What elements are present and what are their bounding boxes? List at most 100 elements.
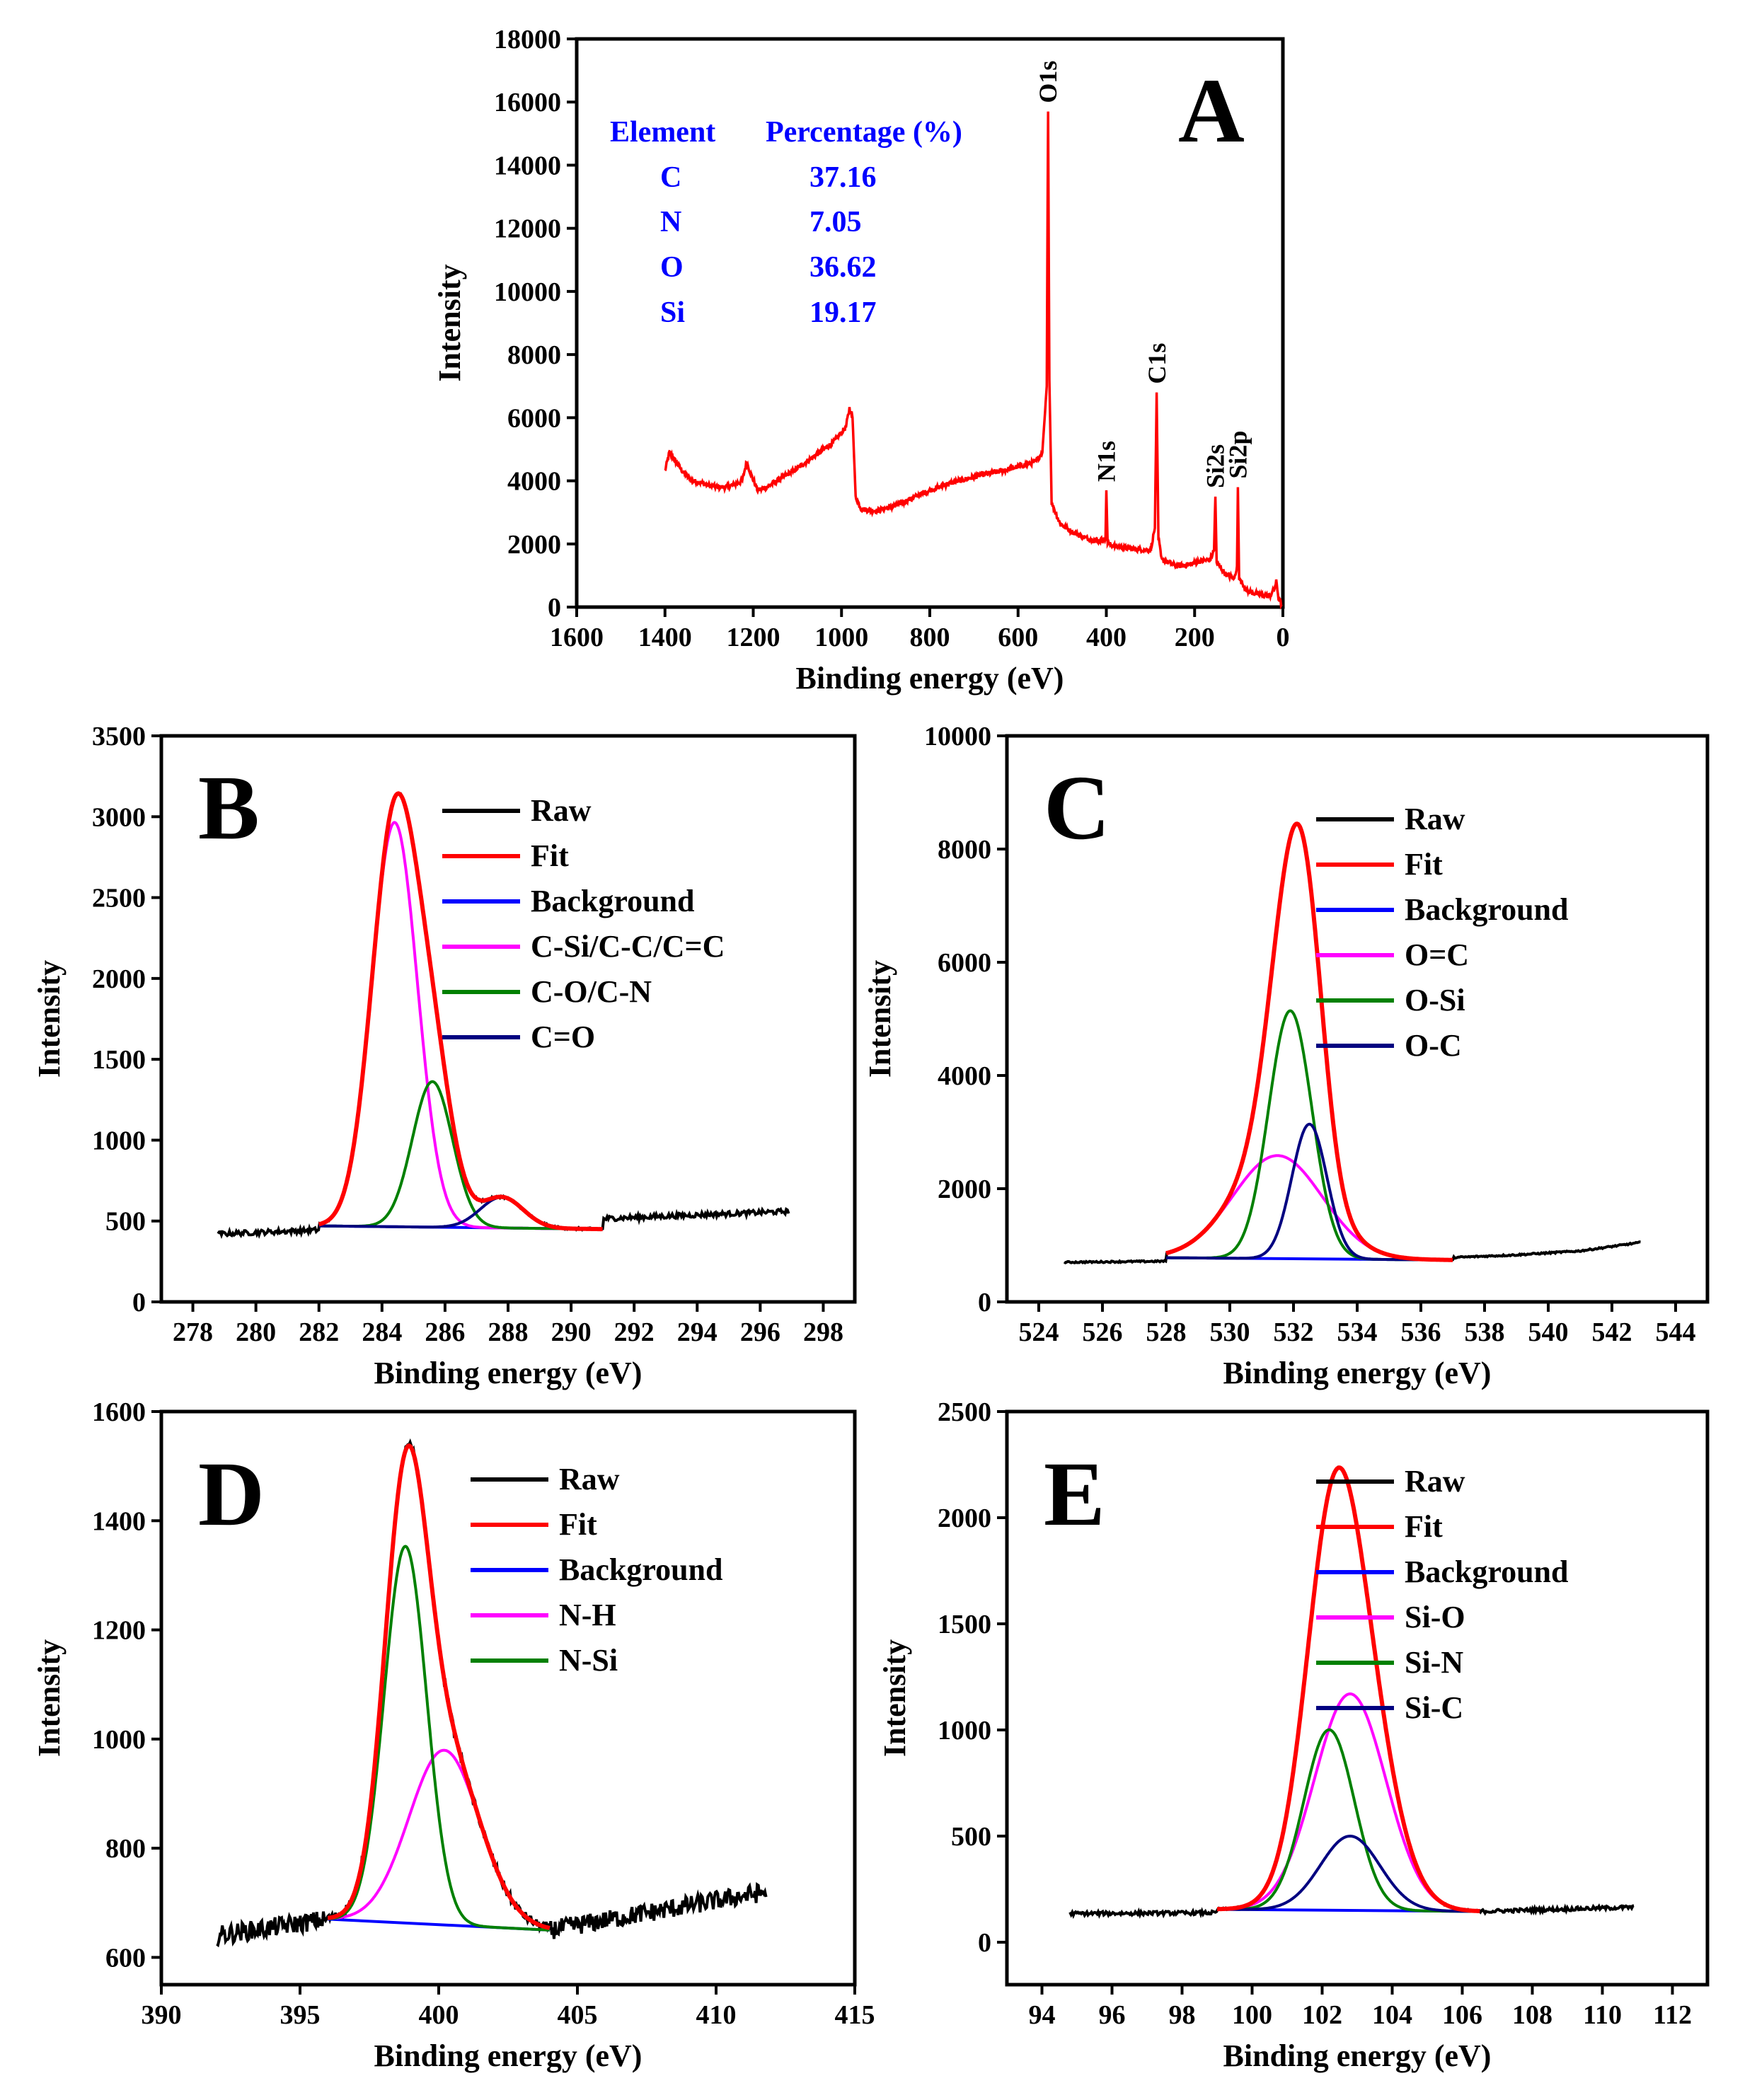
peak-label: C1s xyxy=(1143,343,1171,384)
panel-a-letter: A xyxy=(1178,60,1245,162)
x-tick-label: 400 xyxy=(419,2000,459,2030)
y-tick-label: 12000 xyxy=(494,214,561,244)
table-header-element: Element xyxy=(610,116,715,149)
x-tick-label: 290 xyxy=(551,1317,592,1347)
panel-a-survey: 1600 1400 1200 1000 800 600 400 200 002000400060… xyxy=(432,25,1290,696)
x-tick-label: 410 xyxy=(696,2000,737,2030)
y-tick-label: 14000 xyxy=(494,151,561,180)
element-table: Element Percentage (%) C 37.16 N 7.05 O … xyxy=(610,116,962,329)
x-tick-label: 532 xyxy=(1274,1317,1314,1347)
x-tick-label: 526 xyxy=(1083,1317,1123,1347)
y-tick-label: 18000 xyxy=(494,25,561,54)
y-tick-label: 4000 xyxy=(938,1061,991,1091)
table-header-percentage: Percentage (%) xyxy=(766,116,962,149)
y-axis-label: Intensity xyxy=(877,1639,912,1757)
x-tick-label: 108 xyxy=(1512,2000,1552,2030)
legend-label: Background xyxy=(559,1552,723,1587)
y-tick-label: 2000 xyxy=(938,1175,991,1204)
component-curve-3 xyxy=(1166,1122,1453,1262)
x-axis-label: Binding energy (eV) xyxy=(374,1356,643,1390)
fit-curve xyxy=(1217,1465,1480,1914)
y-tick-label: 0 xyxy=(548,593,561,623)
panel-b-letter: B xyxy=(198,757,260,859)
y-tick-label: 0 xyxy=(978,1928,991,1958)
plot-frame xyxy=(159,734,857,1304)
x-tick-label: 288 xyxy=(488,1317,529,1347)
y-axis-label: Intensity xyxy=(32,1639,67,1757)
x-tick-label: 98 xyxy=(1169,2000,1196,2030)
panel-c-plot: 524 526 528 530 532 534 536 538 540 542 544 0 2000 40… xyxy=(863,722,1710,1390)
y-tick-label: 1000 xyxy=(92,1126,146,1155)
x-axis-label: Binding energy (eV) xyxy=(1223,2038,1492,2073)
x-tick-label: 106 xyxy=(1442,2000,1482,2030)
y-tick-label: 0 xyxy=(978,1288,991,1317)
x-tick-label: 390 xyxy=(142,2000,182,2030)
y-axis-label: Intensity xyxy=(432,264,467,381)
x-tick-label: 94 xyxy=(1029,2000,1056,2030)
x-tick-label: 1600 xyxy=(550,623,604,652)
y-tick-label: 600 xyxy=(105,1943,146,1973)
x-tick-label: 0 xyxy=(1277,623,1290,652)
x-tick-label: 282 xyxy=(299,1317,339,1347)
plot-frame xyxy=(1005,1409,1710,1987)
x-tick-label: 278 xyxy=(173,1317,213,1347)
x-tick-label: 1000 xyxy=(814,623,868,652)
y-tick-label: 2500 xyxy=(92,884,146,913)
legend-label: Raw xyxy=(1405,802,1465,836)
legend-label: O-Si xyxy=(1405,983,1465,1017)
peak-label: Si2p xyxy=(1223,430,1252,478)
panel-d-n1s: 390 395 400 405 410 415 600 800 1000 1200 1400 1600… xyxy=(32,1397,875,2073)
component-curve-3 xyxy=(318,1196,603,1231)
x-tick-label: 395 xyxy=(280,2000,321,2030)
legend-label: Raw xyxy=(531,793,592,828)
table-element-n: N xyxy=(660,206,681,238)
x-tick-label: 292 xyxy=(614,1317,655,1347)
table-value-c: 37.16 xyxy=(809,161,877,194)
x-tick-label: 104 xyxy=(1372,2000,1412,2030)
y-tick-label: 16000 xyxy=(494,88,561,117)
component-curve-1 xyxy=(1165,1154,1453,1262)
component-curve-1 xyxy=(1217,1692,1480,1913)
x-tick-label: 100 xyxy=(1232,2000,1272,2030)
legend: Raw Fit Background Si-O Si-N Si-C xyxy=(1316,1464,1569,1725)
table-value-si: 19.17 xyxy=(809,296,877,329)
x-tick-label: 294 xyxy=(677,1317,718,1347)
y-tick-label: 0 xyxy=(132,1288,146,1317)
x-tick-label: 542 xyxy=(1592,1317,1632,1347)
panel-e-si2p: 94 96 98 100 102 104 106 108 110 112 0 500 1000 1500 2… xyxy=(877,1397,1710,2073)
table-value-n: 7.05 xyxy=(809,206,862,238)
legend-label: Si-N xyxy=(1405,1645,1463,1680)
legend-label: C=O xyxy=(531,1020,595,1054)
y-tick-label: 4000 xyxy=(507,467,561,497)
y-tick-label: 3500 xyxy=(92,722,146,751)
x-tick-label: 112 xyxy=(1653,2000,1692,2030)
x-tick-label: 286 xyxy=(425,1317,465,1347)
fit-curve xyxy=(1165,821,1453,1262)
fit-curve xyxy=(318,791,603,1232)
legend-label: Background xyxy=(531,884,695,918)
x-tick-label: 530 xyxy=(1210,1317,1250,1347)
y-tick-label: 1400 xyxy=(92,1506,146,1536)
y-axis-label: Intensity xyxy=(863,960,897,1078)
x-axis-label: Binding energy (eV) xyxy=(374,2038,643,2073)
component-curve-3 xyxy=(1217,1834,1480,1913)
panel-e-plot: 94 96 98 100 102 104 106 108 110 112 0 500 1000 1500 2… xyxy=(877,1397,1710,2073)
legend-label: Background xyxy=(1405,892,1569,927)
legend-label: Si-C xyxy=(1405,1690,1463,1725)
panel-c-letter: C xyxy=(1044,757,1110,859)
y-tick-label: 500 xyxy=(105,1207,146,1237)
table-element-si: Si xyxy=(660,296,685,329)
x-tick-label: 600 xyxy=(998,623,1038,652)
x-tick-label: 534 xyxy=(1337,1317,1378,1347)
x-tick-label: 800 xyxy=(910,623,950,652)
y-tick-label: 2000 xyxy=(507,530,561,560)
x-axis-label: Binding energy (eV) xyxy=(1223,1356,1492,1390)
x-axis-label: Binding energy (eV) xyxy=(796,661,1064,696)
panel-b-c1s: 278 280 282 284 286 288 290 292 294 296 298 0 500 100… xyxy=(32,722,857,1390)
table-value-o: 36.62 xyxy=(809,251,877,284)
x-tick-label: 528 xyxy=(1146,1317,1187,1347)
legend-label: O-C xyxy=(1405,1028,1462,1063)
legend-label: N-H xyxy=(559,1598,616,1632)
y-axis-label: Intensity xyxy=(32,960,67,1078)
